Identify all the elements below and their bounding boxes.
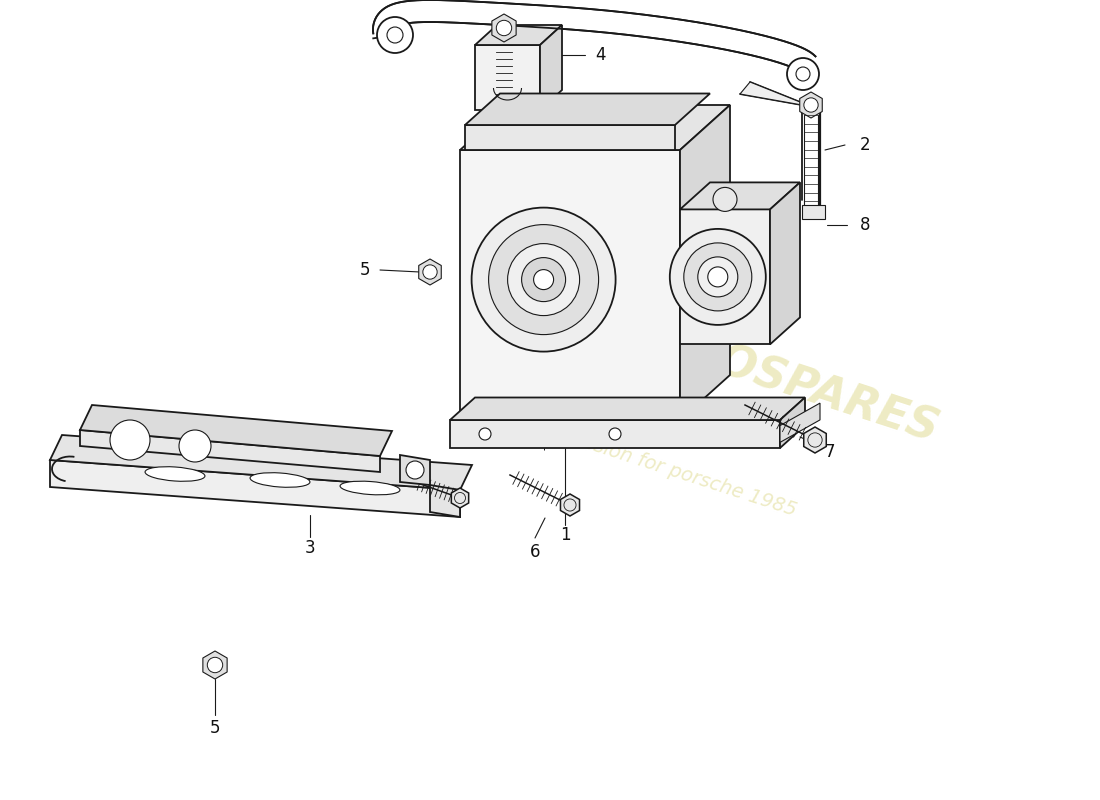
Circle shape xyxy=(804,98,818,112)
Polygon shape xyxy=(460,105,730,150)
Polygon shape xyxy=(460,150,680,420)
Polygon shape xyxy=(475,25,562,45)
Circle shape xyxy=(670,229,766,325)
Circle shape xyxy=(684,243,751,311)
Polygon shape xyxy=(465,94,710,125)
Text: 5: 5 xyxy=(210,719,220,737)
Circle shape xyxy=(496,20,512,36)
Circle shape xyxy=(422,265,437,279)
Polygon shape xyxy=(780,403,820,442)
Text: 2: 2 xyxy=(860,136,870,154)
Polygon shape xyxy=(561,494,580,516)
Polygon shape xyxy=(780,398,805,448)
Text: 4: 4 xyxy=(595,46,605,64)
Polygon shape xyxy=(800,92,823,118)
Text: 1: 1 xyxy=(560,526,570,544)
Polygon shape xyxy=(373,0,815,72)
Polygon shape xyxy=(450,398,805,420)
Ellipse shape xyxy=(250,473,310,487)
Polygon shape xyxy=(80,405,392,456)
Polygon shape xyxy=(475,45,540,110)
Circle shape xyxy=(534,270,553,290)
Circle shape xyxy=(507,243,580,315)
Polygon shape xyxy=(50,460,460,517)
Text: 7: 7 xyxy=(825,443,835,461)
Circle shape xyxy=(387,27,403,43)
Polygon shape xyxy=(804,427,826,453)
Circle shape xyxy=(488,225,598,334)
Polygon shape xyxy=(202,651,227,679)
Circle shape xyxy=(697,257,738,297)
Polygon shape xyxy=(450,420,780,448)
Circle shape xyxy=(796,67,810,81)
Text: 8: 8 xyxy=(860,216,870,234)
Polygon shape xyxy=(540,25,562,110)
Circle shape xyxy=(472,207,616,352)
Circle shape xyxy=(110,420,150,460)
Polygon shape xyxy=(680,182,800,210)
Polygon shape xyxy=(680,210,770,344)
Polygon shape xyxy=(430,485,460,517)
Circle shape xyxy=(521,258,565,302)
Ellipse shape xyxy=(340,481,400,495)
Circle shape xyxy=(609,428,622,440)
Polygon shape xyxy=(465,125,675,150)
Polygon shape xyxy=(80,430,380,472)
Polygon shape xyxy=(680,105,730,420)
Circle shape xyxy=(707,267,728,287)
Circle shape xyxy=(786,58,820,90)
Circle shape xyxy=(478,428,491,440)
Circle shape xyxy=(377,17,412,53)
Ellipse shape xyxy=(145,466,205,482)
Text: a passion for porsche 1985: a passion for porsche 1985 xyxy=(541,420,799,520)
Circle shape xyxy=(207,658,222,673)
Polygon shape xyxy=(492,14,516,42)
Circle shape xyxy=(406,461,424,479)
Circle shape xyxy=(179,430,211,462)
Text: 6: 6 xyxy=(530,543,540,561)
Polygon shape xyxy=(740,82,820,112)
Polygon shape xyxy=(400,455,430,485)
Text: EUROSPARES: EUROSPARES xyxy=(616,309,944,451)
Polygon shape xyxy=(451,488,469,508)
Text: 3: 3 xyxy=(305,539,316,557)
Text: 5: 5 xyxy=(360,261,371,279)
Circle shape xyxy=(713,187,737,211)
Polygon shape xyxy=(419,259,441,285)
Polygon shape xyxy=(770,182,800,344)
Polygon shape xyxy=(802,205,825,219)
Polygon shape xyxy=(50,435,472,490)
